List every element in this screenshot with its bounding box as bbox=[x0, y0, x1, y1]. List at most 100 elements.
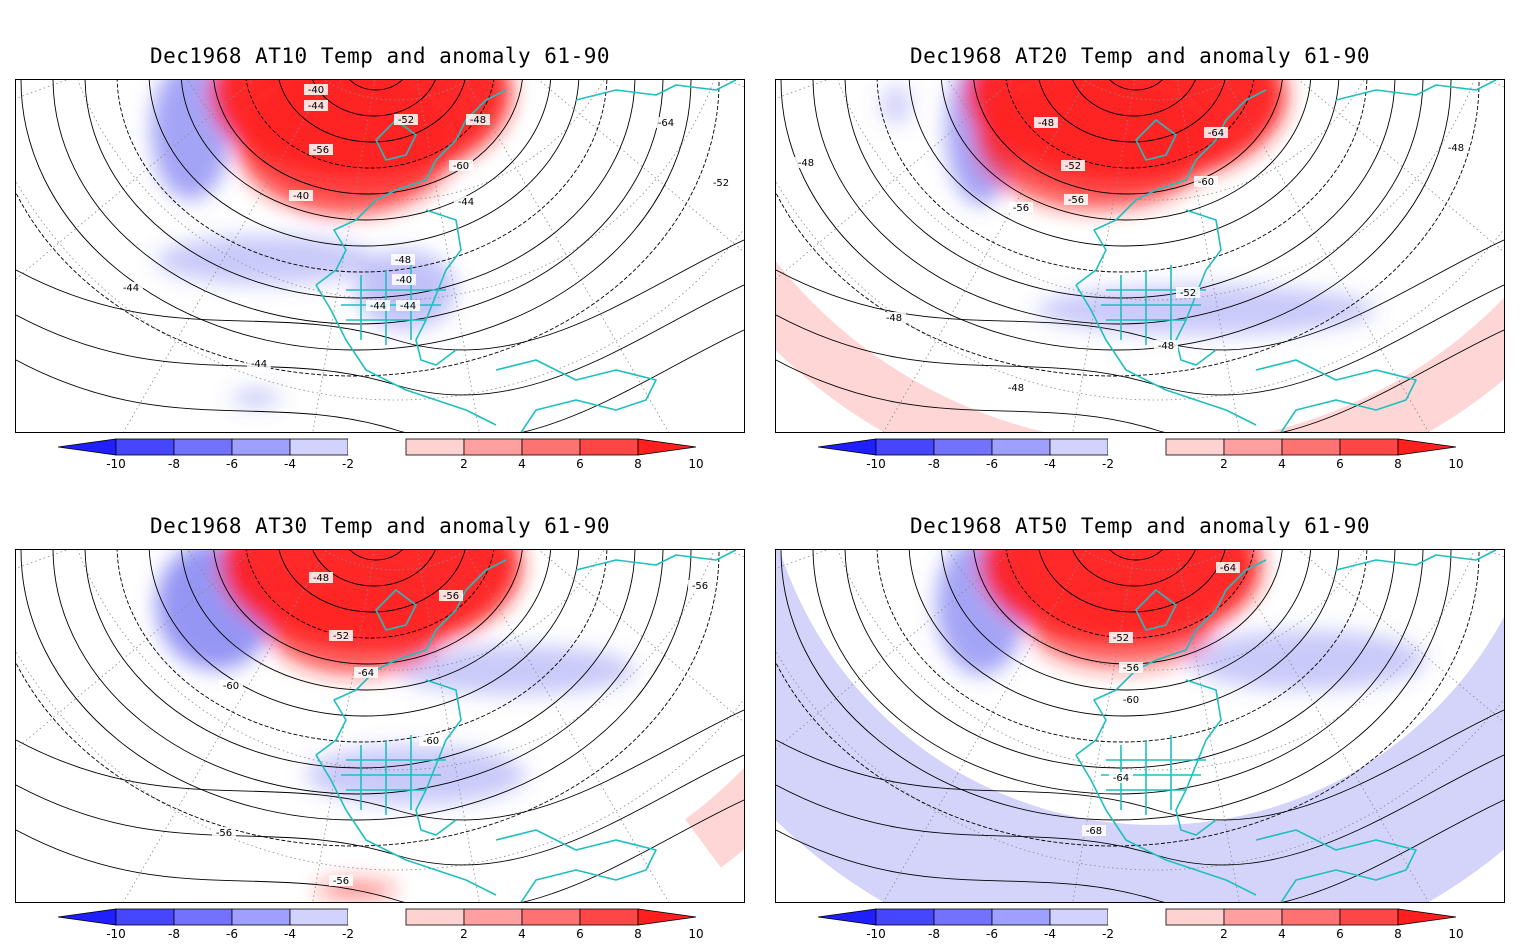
panel-title: Dec1968 AT30 Temp and anomaly 61-90 bbox=[149, 514, 610, 538]
colorbar-tick-label: -8 bbox=[928, 457, 940, 471]
contour-label: -52 bbox=[1180, 288, 1196, 299]
colorbar-extend-low bbox=[817, 908, 877, 926]
graticule bbox=[776, 550, 1504, 902]
colorbar-tick-label: 6 bbox=[1336, 457, 1344, 471]
contour-label: -44 bbox=[251, 359, 267, 370]
colorbar-swatch bbox=[875, 908, 935, 926]
contour-label: -48 bbox=[313, 573, 329, 584]
colorbar-swatch bbox=[579, 908, 639, 926]
colorbar-tick-label: 2 bbox=[460, 457, 468, 471]
contour-label: -64 bbox=[1208, 128, 1224, 139]
contour-label: -60 bbox=[423, 736, 439, 747]
contour-label: -44 bbox=[458, 197, 474, 208]
cold-anomaly-region bbox=[1036, 285, 1376, 335]
colorbar-extend-high bbox=[637, 908, 697, 926]
polar-map: -64 -52 -56 -60 -64 -68 bbox=[775, 549, 1505, 903]
map-panel-4: Dec1968 AT50 Temp and anomaly 61-90 -64 -5… bbox=[760, 470, 1520, 941]
colorbar-swatch bbox=[521, 438, 581, 456]
warm-anomaly-region bbox=[976, 80, 1216, 210]
colorbar-swatch bbox=[115, 908, 175, 926]
colorbar-tick-label: -4 bbox=[284, 927, 296, 941]
colorbar-swatch bbox=[1281, 438, 1341, 456]
contour-label: -48 bbox=[470, 115, 486, 126]
contour-label: -48 bbox=[395, 255, 411, 266]
colorbar-swatch bbox=[405, 438, 465, 456]
panel-title: Dec1968 AT50 Temp and anomaly 61-90 bbox=[909, 514, 1370, 538]
colorbar-tick-label: -4 bbox=[284, 457, 296, 471]
colorbar-swatch bbox=[231, 908, 291, 926]
colorbar-extend-high bbox=[1397, 438, 1457, 456]
colorbar-tick-label: -8 bbox=[168, 927, 180, 941]
colorbar: -10 -8 -6 -4 -2 2 4 6 8 10 bbox=[57, 437, 708, 475]
colorbar-tick-label: -2 bbox=[1102, 927, 1114, 941]
polar-map: -40 -44 -48 -52 -56 -60 -64 -40 -44 -52 -48 -40 -44 -… bbox=[15, 79, 745, 433]
graticule bbox=[16, 80, 744, 432]
contour-label: -48 bbox=[798, 158, 814, 169]
contour-label: -52 bbox=[333, 631, 349, 642]
contour-label: -64 bbox=[358, 668, 374, 679]
colorbar-tick-label: 2 bbox=[1220, 927, 1228, 941]
colorbar-swatch bbox=[289, 908, 349, 926]
colorbar-swatch bbox=[1281, 908, 1341, 926]
colorbar-swatch bbox=[991, 908, 1051, 926]
colorbar-swatch bbox=[463, 438, 523, 456]
colorbar-swatch bbox=[1339, 908, 1399, 926]
contour-label: -56 bbox=[1013, 203, 1029, 214]
contour-label: -68 bbox=[1086, 826, 1102, 837]
polar-map: -48 -52 -56 -60 -64 -48 -48 -56 -52 -48 -48 -48 bbox=[775, 79, 1505, 433]
colorbar-tick-label: 4 bbox=[518, 457, 526, 471]
contour-label: -60 bbox=[1198, 177, 1214, 188]
warm-anomaly-region bbox=[266, 575, 446, 675]
contour-label: -52 bbox=[398, 115, 414, 126]
colorbar-swatch bbox=[933, 908, 993, 926]
contour-label: -64 bbox=[1220, 563, 1236, 574]
colorbar-swatch bbox=[1165, 908, 1225, 926]
colorbar-tick-label: 10 bbox=[1448, 927, 1463, 941]
colorbar-swatch bbox=[405, 908, 465, 926]
contour-label: -60 bbox=[223, 681, 239, 692]
colorbar-tick-label: 8 bbox=[634, 457, 642, 471]
contour-label: -56 bbox=[313, 145, 329, 156]
isotherm-contours bbox=[16, 80, 744, 432]
contour-label: -56 bbox=[1068, 195, 1084, 206]
colorbar-swatch bbox=[289, 438, 349, 456]
colorbar-swatch bbox=[1223, 908, 1283, 926]
colorbar-tick-label: 10 bbox=[688, 457, 703, 471]
colorbar-tick-label: -10 bbox=[866, 927, 886, 941]
coastline bbox=[1075, 80, 1497, 432]
colorbar-swatch bbox=[1165, 438, 1225, 456]
colorbar-swatch bbox=[1339, 438, 1399, 456]
colorbar-swatch bbox=[463, 908, 523, 926]
contour-label: -52 bbox=[1113, 633, 1129, 644]
colorbar: -10 -8 -6 -4 -2 2 4 6 8 10 bbox=[817, 907, 1468, 945]
colorbar-tick-label: -10 bbox=[866, 457, 886, 471]
colorbar-tick-label: 6 bbox=[576, 927, 584, 941]
polar-map: -48 -52 -56 -64 -60 -60 -56 -56 -56 bbox=[15, 549, 745, 903]
map-panel-1: Dec1968 AT10 Temp and anomaly 61-90 -40 -4… bbox=[0, 0, 760, 471]
cold-anomaly-region bbox=[881, 85, 911, 125]
colorbar-swatch bbox=[933, 438, 993, 456]
colorbar-tick-label: 4 bbox=[1278, 927, 1286, 941]
colorbar-tick-label: -2 bbox=[342, 927, 354, 941]
contour-label: -60 bbox=[1123, 695, 1139, 706]
isotherm-contours bbox=[16, 550, 744, 902]
map-panel-3: Dec1968 AT30 Temp and anomaly 61-90 -48 -5… bbox=[0, 470, 760, 941]
colorbar-extend-low bbox=[57, 908, 117, 926]
contour-label: -40 bbox=[308, 85, 324, 96]
colorbar-swatch bbox=[348, 909, 406, 925]
contour-label: -56 bbox=[216, 828, 232, 839]
contour-label: -48 bbox=[1008, 383, 1024, 394]
colorbar-swatch bbox=[173, 908, 233, 926]
colorbar-extend-high bbox=[637, 438, 697, 456]
contour-label: -40 bbox=[396, 275, 412, 286]
colorbar-swatch bbox=[521, 908, 581, 926]
colorbar-tick-label: 10 bbox=[688, 927, 703, 941]
colorbar-tick-label: -2 bbox=[1102, 457, 1114, 471]
contour-label: -44 bbox=[370, 301, 386, 312]
colorbar-swatch bbox=[1108, 439, 1166, 455]
contour-label: -56 bbox=[692, 581, 708, 592]
graticule bbox=[16, 550, 744, 902]
contour-label: -44 bbox=[308, 101, 324, 112]
contour-label: -48 bbox=[1038, 118, 1054, 129]
panel-title: Dec1968 AT10 Temp and anomaly 61-90 bbox=[149, 44, 610, 68]
